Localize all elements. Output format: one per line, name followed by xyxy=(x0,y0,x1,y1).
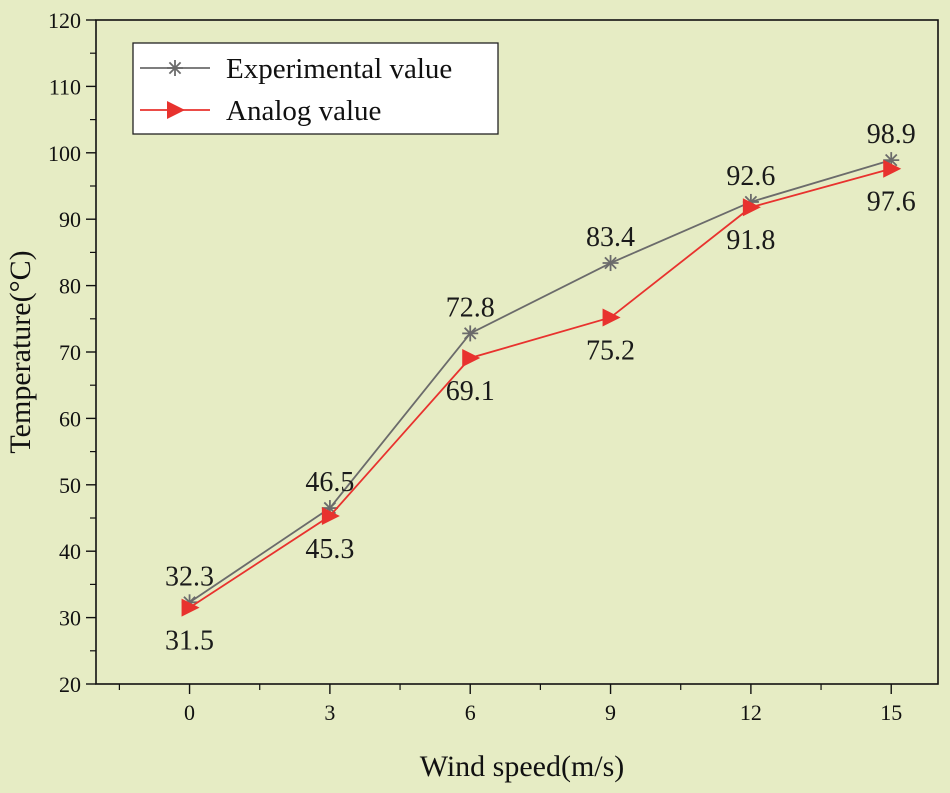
x-tick-label: 9 xyxy=(605,700,616,725)
y-tick-label: 100 xyxy=(48,141,81,166)
series-line-1 xyxy=(189,167,892,609)
data-label: 69.1 xyxy=(446,376,495,407)
data-point xyxy=(602,255,619,272)
y-axis-ticks: 20 30 40 50 60 70 80 90 100 110 120 xyxy=(48,8,96,697)
y-tick-label: 70 xyxy=(59,340,81,365)
data-label: 31.5 xyxy=(165,626,214,657)
asterisk-stroke xyxy=(168,61,182,75)
asterisk-stroke xyxy=(604,256,617,270)
data-point xyxy=(742,198,761,217)
legend-label-analog: Analog value xyxy=(226,95,381,127)
y-tick-label: 110 xyxy=(49,74,81,99)
x-axis-title: Wind speed(m/s) xyxy=(420,750,625,783)
data-label: 92.6 xyxy=(726,161,775,192)
asterisk-stroke xyxy=(463,327,477,340)
x-axis-ticks: 0 3 6 9 12 15 xyxy=(118,684,902,725)
data-point xyxy=(462,325,479,342)
data-label: 72.8 xyxy=(446,292,495,323)
data-label: 45.3 xyxy=(305,534,354,565)
data-point xyxy=(883,159,902,178)
y-tick-label: 60 xyxy=(59,406,81,431)
y-tick-label: 20 xyxy=(59,672,81,697)
x-tick-label: 15 xyxy=(880,700,902,725)
series-layer xyxy=(181,152,902,617)
x-tick-label: 6 xyxy=(465,700,476,725)
data-label: 75.2 xyxy=(586,335,635,366)
legend-marker-asterisk-icon xyxy=(167,60,183,76)
data-label: 32.3 xyxy=(165,561,214,592)
series-line-0 xyxy=(189,159,892,604)
legend-asterisk-mark xyxy=(167,60,183,76)
data-label: 46.5 xyxy=(305,467,354,498)
data-labels: 32.3 46.5 72.8 83.4 92.6 98.9 31.5 45.3 69.1 75.2… xyxy=(165,119,916,657)
y-axis-title: Temperature(°C) xyxy=(4,250,37,453)
data-point xyxy=(462,348,481,367)
data-label: 91.8 xyxy=(726,225,775,256)
y-tick-label: 80 xyxy=(59,274,81,299)
legend-box xyxy=(132,42,499,135)
x-tick-label: 0 xyxy=(184,700,195,725)
y-tick-label: 40 xyxy=(59,539,81,564)
data-label: 97.6 xyxy=(867,187,916,218)
legend-label-experimental: Experimental value xyxy=(226,53,452,85)
legend-triangle-mark xyxy=(167,101,185,119)
data-label: 83.4 xyxy=(586,222,635,253)
data-label: 98.9 xyxy=(867,119,916,150)
legend-marker-triangle-icon xyxy=(167,101,185,119)
y-tick-label: 120 xyxy=(48,8,81,33)
data-point xyxy=(602,308,621,327)
y-tick-label: 50 xyxy=(59,473,81,498)
x-tick-label: 3 xyxy=(324,700,335,725)
data-point xyxy=(321,507,340,526)
x-tick-label: 12 xyxy=(740,700,762,725)
y-tick-label: 30 xyxy=(59,606,81,631)
legend: Experimental value Analog value xyxy=(132,42,499,135)
y-tick-label: 90 xyxy=(59,207,81,232)
data-point xyxy=(181,598,200,617)
